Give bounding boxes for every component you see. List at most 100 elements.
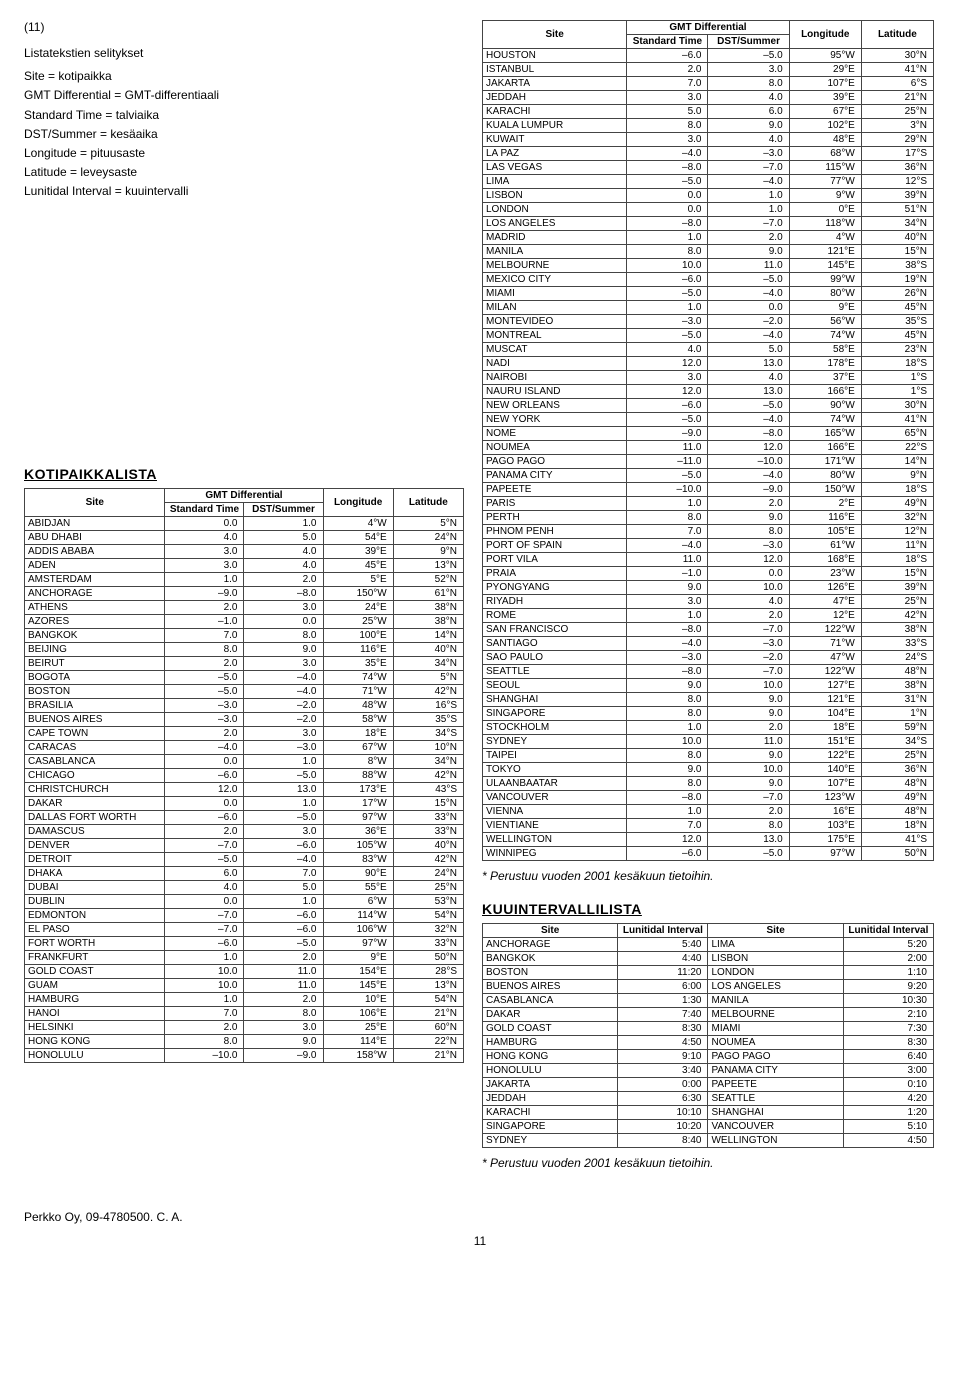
cell: 8.0 <box>627 777 708 791</box>
cell: 9.0 <box>708 693 789 707</box>
cell: 140°E <box>789 763 861 777</box>
cell: 10.0 <box>627 735 708 749</box>
cell: 116°E <box>789 511 861 525</box>
cell: 30°N <box>861 49 933 63</box>
cell: BOGOTA <box>25 670 165 684</box>
cell: –6.0 <box>627 273 708 287</box>
cell: 10.0 <box>165 978 244 992</box>
table-row: MANILA8.09.0121°E15°N <box>483 245 934 259</box>
cell: 12.0 <box>165 782 244 796</box>
cell: 9°N <box>393 544 463 558</box>
cell: 25°E <box>323 1020 393 1034</box>
cell: 9.0 <box>708 707 789 721</box>
th-dst: DST/Summer <box>244 502 323 516</box>
cell: 74°W <box>323 670 393 684</box>
cell: 14°N <box>861 455 933 469</box>
intro-line: Lunitidal Interval = kuuintervalli <box>24 182 464 201</box>
table-row: VIENTIANE7.08.0103°E18°N <box>483 819 934 833</box>
cell: 6°W <box>323 894 393 908</box>
cell: –8.0 <box>708 427 789 441</box>
cell: 3.0 <box>627 91 708 105</box>
cell: –4.0 <box>708 175 789 189</box>
cell: 8.0 <box>627 749 708 763</box>
cell: LAS VEGAS <box>483 161 627 175</box>
cell: PAGO PAGO <box>483 455 627 469</box>
table-row: SANTIAGO–4.0–3.071°W33°S <box>483 637 934 651</box>
cell: 115°W <box>789 161 861 175</box>
kuu-th-int: Lunitidal Interval <box>843 924 933 938</box>
cell: 1.0 <box>244 796 323 810</box>
cell: 1°S <box>861 385 933 399</box>
cell: DUBLIN <box>25 894 165 908</box>
spacer <box>24 208 464 448</box>
cell: –5.0 <box>244 810 323 824</box>
cell: 14°N <box>393 628 463 642</box>
cell: 145°E <box>323 978 393 992</box>
cell: 53°N <box>393 894 463 908</box>
table-row: ADEN3.04.045°E13°N <box>25 558 464 572</box>
cell: 13°N <box>393 558 463 572</box>
cell: 61°N <box>393 586 463 600</box>
cell: 24°S <box>861 651 933 665</box>
table-row: LIMA–5.0–4.077°W12°S <box>483 175 934 189</box>
cell: 22°N <box>393 1034 463 1048</box>
cell: 105°E <box>789 525 861 539</box>
cell: 7.0 <box>627 77 708 91</box>
cell: 10.0 <box>708 763 789 777</box>
table-row: NAIROBI3.04.037°E1°S <box>483 371 934 385</box>
table-row: JAKARTA7.08.0107°E6°S <box>483 77 934 91</box>
cell: 42°N <box>393 684 463 698</box>
cell: CHRISTCHURCH <box>25 782 165 796</box>
cell: MELBOURNE <box>708 1008 843 1022</box>
cell: 42°N <box>393 852 463 866</box>
cell: –2.0 <box>708 315 789 329</box>
kuu-th-int: Lunitidal Interval <box>618 924 708 938</box>
cell: 43°S <box>393 782 463 796</box>
cell: 2.0 <box>627 63 708 77</box>
cell: STOCKHOLM <box>483 721 627 735</box>
cell: –7.0 <box>165 922 244 936</box>
table-row: HAMBURG1.02.010°E54°N <box>25 992 464 1006</box>
cell: 50°N <box>861 847 933 861</box>
table-row: PYONGYANG9.010.0126°E39°N <box>483 581 934 595</box>
cell: 51°N <box>861 203 933 217</box>
cell: 1.0 <box>244 754 323 768</box>
th-site: Site <box>25 488 165 516</box>
cell: 0:10 <box>843 1078 933 1092</box>
cell: 4:20 <box>843 1092 933 1106</box>
cell: –8.0 <box>627 161 708 175</box>
table-row: MONTEVIDEO–3.0–2.056°W35°S <box>483 315 934 329</box>
cell: 106°E <box>323 1006 393 1020</box>
cell: 123°W <box>789 791 861 805</box>
cell: 0:00 <box>618 1078 708 1092</box>
cell: –6.0 <box>244 908 323 922</box>
cell: 2:10 <box>843 1008 933 1022</box>
cell: 80°W <box>789 469 861 483</box>
cell: 48°W <box>323 698 393 712</box>
cell: 173°E <box>323 782 393 796</box>
cell: 175°E <box>789 833 861 847</box>
cell: VANCOUVER <box>483 791 627 805</box>
cell: 54°N <box>393 908 463 922</box>
kuu-title: KUUINTERVALLILISTA <box>482 901 934 917</box>
cell: 103°E <box>789 819 861 833</box>
cell: 8°W <box>323 754 393 768</box>
cell: –10.0 <box>165 1048 244 1062</box>
table-row: FORT WORTH–6.0–5.097°W33°N <box>25 936 464 950</box>
cell: 1:10 <box>843 966 933 980</box>
table-row: BOSTON11:20LONDON1:10 <box>483 966 934 980</box>
cell: SAO PAULO <box>483 651 627 665</box>
cell: MEXICO CITY <box>483 273 627 287</box>
cell: CARACAS <box>25 740 165 754</box>
cell: MIAMI <box>708 1022 843 1036</box>
cell: –4.0 <box>244 670 323 684</box>
cell: 1.0 <box>627 231 708 245</box>
table-row: SINGAPORE8.09.0104°E1°N <box>483 707 934 721</box>
table-row: DUBAI4.05.055°E25°N <box>25 880 464 894</box>
cell: CASABLANCA <box>483 994 618 1008</box>
cell: ADEN <box>25 558 165 572</box>
table-row: ADDIS ABABA3.04.039°E9°N <box>25 544 464 558</box>
cell: 126°E <box>789 581 861 595</box>
table-row: ISTANBUL2.03.029°E41°N <box>483 63 934 77</box>
cell: 25°N <box>861 749 933 763</box>
